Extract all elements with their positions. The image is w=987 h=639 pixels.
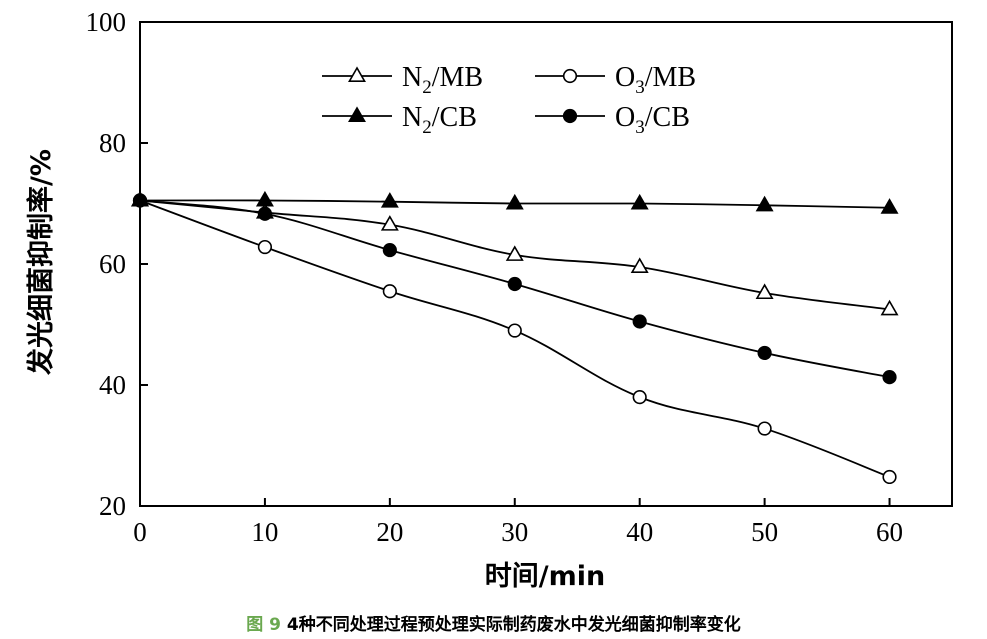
data-point-n2-cb — [880, 198, 899, 214]
x-tick-label: 0 — [133, 517, 147, 547]
data-point-n2-mb — [755, 283, 774, 300]
data-point-o3-mb — [632, 390, 647, 405]
x-tick-label: 30 — [501, 517, 528, 547]
data-point-n2-cb — [505, 193, 524, 210]
figure-caption: 图 9 4种不同处理过程预处理实际制药废水中发光细菌抑制率变化 — [0, 610, 987, 635]
data-point-o3-mb — [382, 284, 397, 299]
series-line-o3-mb — [139, 199, 890, 478]
data-point-n2-mb — [630, 257, 649, 274]
data-point-n2-mb — [505, 245, 524, 261]
legend-marker — [562, 68, 578, 84]
data-point-o3-cb — [507, 276, 522, 292]
series-lines — [139, 199, 890, 478]
legend-marker — [562, 108, 578, 124]
data-point-n2-mb — [380, 215, 399, 231]
data-point-o3-cb — [632, 314, 647, 329]
y-tick-label: 100 — [86, 7, 127, 37]
data-point-o3-mb — [257, 239, 273, 255]
plot-frame — [139, 21, 953, 507]
y-tick-label: 40 — [99, 370, 126, 400]
y-tick-label: 20 — [99, 491, 126, 521]
x-axis-ticks: 0 10 20 30 40 50 60 — [133, 498, 903, 547]
legend-label: O3/MB — [615, 62, 696, 98]
x-tick-label: 20 — [376, 517, 403, 547]
y-axis-ticks: 20 40 60 80 100 — [86, 7, 148, 521]
data-point-n2-cb — [755, 195, 774, 212]
x-axis-title: 时间/min — [485, 561, 605, 592]
x-tick-label: 40 — [626, 517, 653, 547]
data-point-o3-cb — [132, 193, 148, 208]
caption-text: 4种不同处理过程预处理实际制药废水中发光细菌抑制率变化 — [286, 615, 741, 635]
x-tick-label: 10 — [251, 517, 278, 547]
data-point-o3-mb — [757, 421, 772, 436]
data-point-o3-cb — [757, 345, 772, 361]
data-point-o3-mb — [882, 469, 897, 485]
data-point-n2-cb — [380, 192, 399, 208]
x-tick-label: 60 — [876, 517, 903, 547]
legend-label: N2/MB — [402, 62, 483, 98]
figure-label: 图 9 — [246, 615, 281, 635]
data-point-n2-cb — [255, 190, 274, 207]
data-point-o3-cb — [382, 242, 397, 258]
data-point-n2-cb — [630, 193, 649, 210]
legend-marker — [348, 66, 366, 82]
legend-label: N2/CB — [402, 102, 477, 138]
legend-label: O3/CB — [615, 102, 690, 138]
data-point-o3-cb — [882, 370, 897, 385]
data-point-o3-cb — [257, 206, 273, 221]
x-tick-label: 50 — [751, 517, 778, 547]
data-point-n2-mb — [880, 299, 899, 316]
legend-marker — [348, 106, 366, 122]
y-tick-label: 60 — [99, 249, 126, 279]
series-markers — [131, 190, 899, 485]
data-point-o3-mb — [507, 323, 522, 338]
legend: N2/MB O3/MB N2/CB O3/CB — [322, 62, 696, 138]
y-tick-label: 80 — [99, 128, 126, 158]
y-axis-title: 发光细菌抑制率/% — [25, 149, 57, 376]
